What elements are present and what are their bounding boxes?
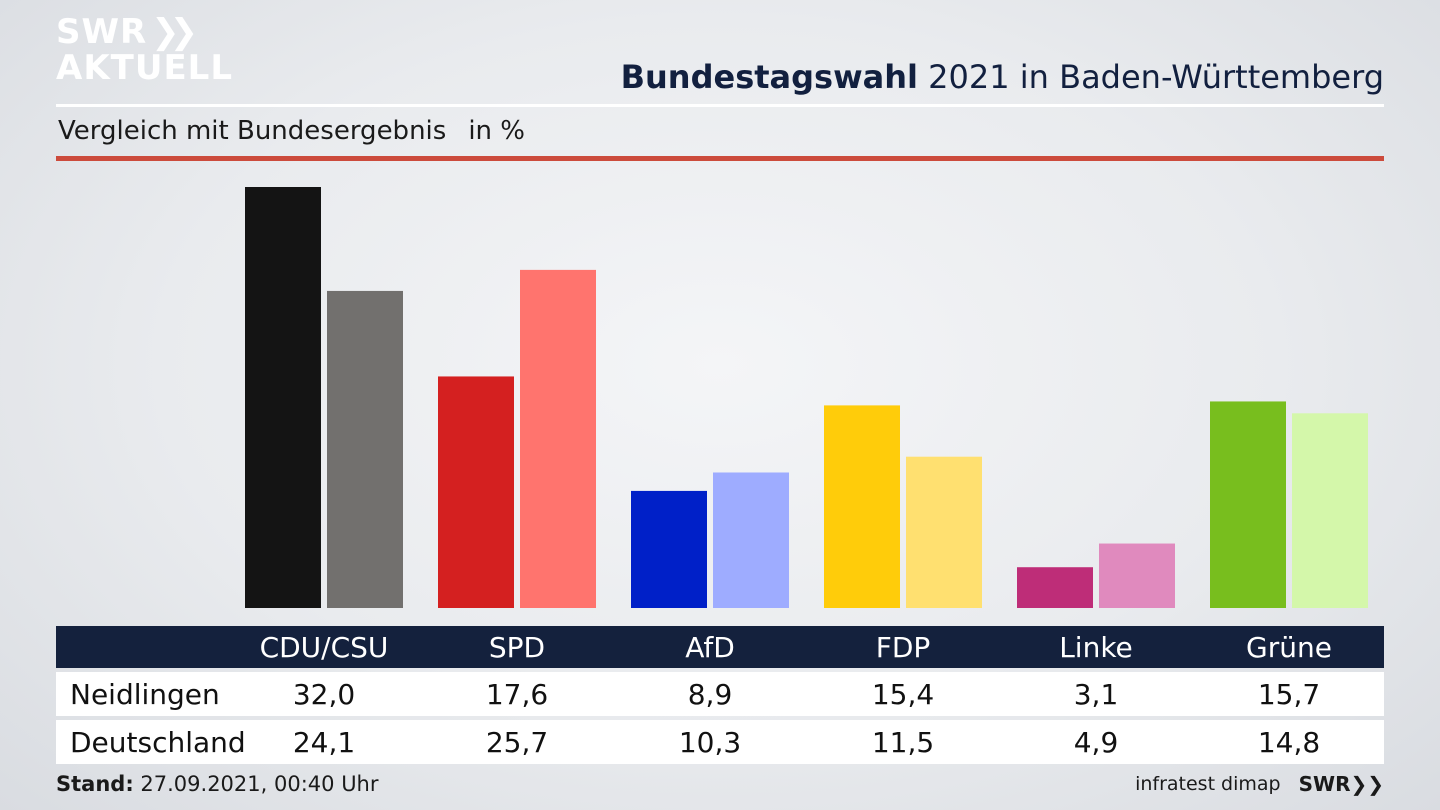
bar-afd-deutschland bbox=[713, 472, 789, 608]
data-label: 15,7 bbox=[1257, 677, 1321, 711]
unit-label: in % bbox=[468, 116, 525, 146]
bar-grüne-neidlingen bbox=[1210, 401, 1286, 608]
data-label: 15,4 bbox=[871, 677, 935, 711]
data-label: 25,7 bbox=[485, 725, 549, 759]
stand-label: Stand: bbox=[56, 772, 134, 796]
column-header: AfD bbox=[685, 630, 735, 664]
timestamp: Stand: 27.09.2021, 00:40 Uhr bbox=[56, 772, 379, 796]
column-header: Linke bbox=[1059, 630, 1133, 664]
column-header: Grüne bbox=[1246, 630, 1332, 664]
page-title: Bundestagswahl 2021 in Baden-Württemberg bbox=[621, 58, 1384, 96]
title-bold: Bundestagswahl bbox=[620, 58, 918, 96]
table-row-deutschland: Deutschland 24,1 25,7 10,3 11,5 4,9 14,8 bbox=[56, 720, 1384, 764]
column-header: SPD bbox=[488, 630, 546, 664]
data-label: 24,1 bbox=[292, 725, 356, 759]
data-label: 8,9 bbox=[687, 677, 733, 711]
bar-linke-neidlingen bbox=[1017, 567, 1093, 608]
swr-brand: SWR❯❯ bbox=[1299, 772, 1384, 796]
brand-text: SWR bbox=[1298, 772, 1351, 796]
chevron-right-icon: ❯❯ bbox=[1350, 772, 1384, 796]
swr-aktuell-logo: SWR ❯❯ AKTUELL bbox=[56, 14, 233, 86]
data-label: 17,6 bbox=[485, 677, 549, 711]
stand-value: 27.09.2021, 00:40 Uhr bbox=[140, 772, 379, 796]
column-header: FDP bbox=[875, 630, 931, 664]
table-header: CDU/CSU SPD AfD FDP Linke Grüne bbox=[56, 626, 1384, 668]
bar-fdp-neidlingen bbox=[824, 405, 900, 608]
table-row-neidlingen: Neidlingen 32,0 17,6 8,9 15,4 3,1 15,7 bbox=[56, 672, 1384, 716]
results-table: CDU/CSU SPD AfD FDP Linke Grüne Neidlingen 32… bbox=[56, 626, 1384, 764]
data-label: 3,1 bbox=[1073, 677, 1119, 711]
bar-cdu-csu-neidlingen bbox=[245, 187, 321, 608]
bar-afd-neidlingen bbox=[631, 490, 707, 608]
column-header: CDU/CSU bbox=[259, 630, 389, 664]
bar-linke-deutschland bbox=[1099, 543, 1175, 608]
logo-line2: AKTUELL bbox=[56, 48, 234, 88]
row-label: Deutschland bbox=[70, 725, 246, 759]
subtitle-divider bbox=[56, 156, 1384, 161]
data-label: 11,5 bbox=[871, 725, 935, 759]
bar-fdp-deutschland bbox=[906, 456, 982, 608]
chart-subtitle: Vergleich mit Bundesergebnis in % bbox=[58, 116, 525, 146]
bar-spd-neidlingen bbox=[438, 376, 514, 608]
data-label: 4,9 bbox=[1073, 725, 1119, 759]
data-label: 10,3 bbox=[678, 725, 742, 759]
title-divider bbox=[56, 104, 1384, 107]
data-label: 32,0 bbox=[292, 677, 356, 711]
source-text: infratest dimap bbox=[1135, 773, 1281, 795]
subtitle-text: Vergleich mit Bundesergebnis bbox=[58, 116, 447, 146]
bar-grüne-deutschland bbox=[1292, 413, 1368, 608]
title-rest: 2021 in Baden-Württemberg bbox=[928, 58, 1384, 96]
logo-line1: SWR bbox=[56, 12, 148, 52]
bar-spd-deutschland bbox=[520, 269, 596, 608]
data-label: 14,8 bbox=[1257, 725, 1321, 759]
bar-cdu-csu-deutschland bbox=[327, 290, 403, 608]
row-label: Neidlingen bbox=[70, 677, 220, 711]
source-credit: infratest dimap SWR❯❯ bbox=[1135, 772, 1384, 796]
